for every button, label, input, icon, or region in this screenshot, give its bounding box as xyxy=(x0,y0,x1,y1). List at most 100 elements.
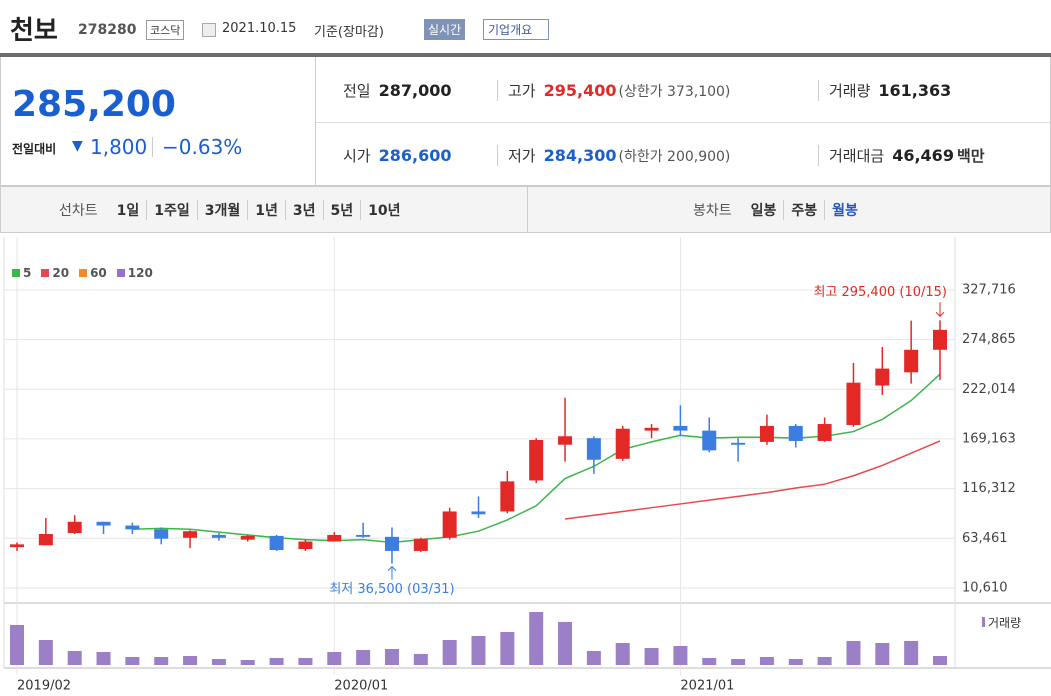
candle-body xyxy=(183,531,198,538)
period-tab[interactable]: 1일 xyxy=(116,203,140,219)
candle-body xyxy=(125,525,140,530)
header-rule xyxy=(0,53,1051,57)
period-tab[interactable]: 3개월 xyxy=(196,200,248,220)
volume-bar xyxy=(817,657,832,665)
change-pct: −0.63% xyxy=(162,135,243,159)
candle-tab[interactable]: 월봉 xyxy=(824,200,865,220)
candle-tab[interactable]: 일봉 xyxy=(750,203,777,219)
volume-bar xyxy=(759,657,774,665)
volume-bar xyxy=(38,640,53,665)
volume-bar xyxy=(644,648,659,665)
company-button[interactable]: 기업개요 xyxy=(483,19,550,40)
down-arrow: ▼ xyxy=(72,138,83,154)
volume-bar xyxy=(211,659,226,665)
volume-bar xyxy=(702,658,717,665)
ma-line xyxy=(132,373,941,544)
period-tab[interactable]: 5년 xyxy=(322,200,361,220)
legend-swatch xyxy=(41,269,50,277)
candle-body xyxy=(673,425,688,431)
volume-bar xyxy=(10,625,24,665)
legend-label: 120 xyxy=(127,266,153,280)
candle-body xyxy=(211,534,226,538)
market-badge: 코스닥 xyxy=(146,20,185,40)
legend-label: 5 xyxy=(23,266,32,280)
y-tick-label: 116,312 xyxy=(962,481,1016,496)
cell: 저가 284,300 (하한가 200,900) xyxy=(497,145,730,166)
volume-bar xyxy=(731,659,746,665)
cell: 거래대금 46,469 백만 xyxy=(818,145,985,166)
candle-body xyxy=(817,424,832,441)
candle-body xyxy=(38,534,53,546)
volume-bar xyxy=(183,656,198,665)
volume-bar xyxy=(500,632,515,665)
volume-bar xyxy=(904,641,919,665)
volume-bar xyxy=(298,658,313,665)
volume-legend: 거래량 xyxy=(982,614,1021,631)
tab-label: 봉차트 xyxy=(693,203,732,219)
period-tab[interactable]: 1년 xyxy=(247,200,285,220)
legend-entry: 120 xyxy=(116,266,153,280)
candle-body xyxy=(586,438,601,460)
annotation-arrow xyxy=(935,302,945,317)
cell-note: (하한가 200,900) xyxy=(618,149,731,165)
stock-name: 천보 xyxy=(10,16,58,46)
legend: 5 20 60 120 xyxy=(12,266,153,280)
candle-body xyxy=(875,368,890,386)
candle-tabs: 봉차트 일봉 주봉 월봉 xyxy=(686,200,865,220)
volume-bar xyxy=(154,657,169,665)
cell-label: 거래대금 xyxy=(829,147,885,165)
candle-body xyxy=(471,511,486,515)
volume-bar xyxy=(240,660,255,665)
tab-divider xyxy=(527,186,528,232)
candle-body xyxy=(702,430,717,451)
volume-bar xyxy=(586,651,601,665)
legend-label: 60 xyxy=(90,266,107,280)
annotation: 최고 295,400 (10/15) xyxy=(813,285,947,300)
annotation-arrow xyxy=(387,565,397,580)
candle-tab[interactable]: 주봉 xyxy=(783,200,824,220)
cell: 시가 286,600 xyxy=(343,145,451,166)
volume-bar xyxy=(67,651,82,665)
tab-bar xyxy=(0,186,1051,233)
cell: 고가 295,400 (상한가 373,100) xyxy=(497,80,730,101)
realtime-button[interactable]: 실시간 xyxy=(424,19,466,40)
volume-bar xyxy=(356,650,371,665)
cell-value: 295,400 xyxy=(543,81,617,100)
candle-body xyxy=(904,349,919,373)
candle-body xyxy=(269,535,284,550)
period-tab[interactable]: 1주일 xyxy=(146,200,197,220)
x-tick-label: 2020/01 xyxy=(334,679,388,694)
cell-unit: 백만 xyxy=(956,147,985,165)
legend-entry: 60 xyxy=(79,266,107,280)
candle-body xyxy=(615,428,630,459)
summary-divider xyxy=(315,57,316,185)
candle-body xyxy=(67,521,82,534)
candle-body xyxy=(644,427,659,431)
cell: 거래량 161,363 xyxy=(818,80,951,101)
calendar-icon xyxy=(202,23,216,37)
candle-body xyxy=(96,521,111,526)
y-tick-label: 327,716 xyxy=(962,282,1016,297)
change: 1,800 xyxy=(90,135,148,159)
volume-bar xyxy=(846,641,861,665)
period-tab[interactable]: 3년 xyxy=(284,200,323,220)
volume-bar xyxy=(327,652,342,665)
candle-body xyxy=(500,481,515,512)
cell: 전일 287,000 xyxy=(343,80,451,101)
volume-bar xyxy=(471,636,486,665)
candle-body xyxy=(788,425,803,441)
candle-body xyxy=(413,538,428,551)
period-tab[interactable]: 10년 xyxy=(360,200,407,220)
candle-body xyxy=(154,529,169,539)
volume-bar xyxy=(442,640,457,665)
ma-line xyxy=(564,440,941,520)
legend-swatch xyxy=(79,269,88,277)
cell-note: (상한가 373,100) xyxy=(618,84,731,100)
volume-bar xyxy=(125,657,140,665)
volume-bar xyxy=(96,652,111,665)
candle-body xyxy=(356,534,371,537)
cell-label: 시가 xyxy=(343,147,371,165)
candle-body xyxy=(759,425,774,442)
candle-body xyxy=(10,544,24,548)
